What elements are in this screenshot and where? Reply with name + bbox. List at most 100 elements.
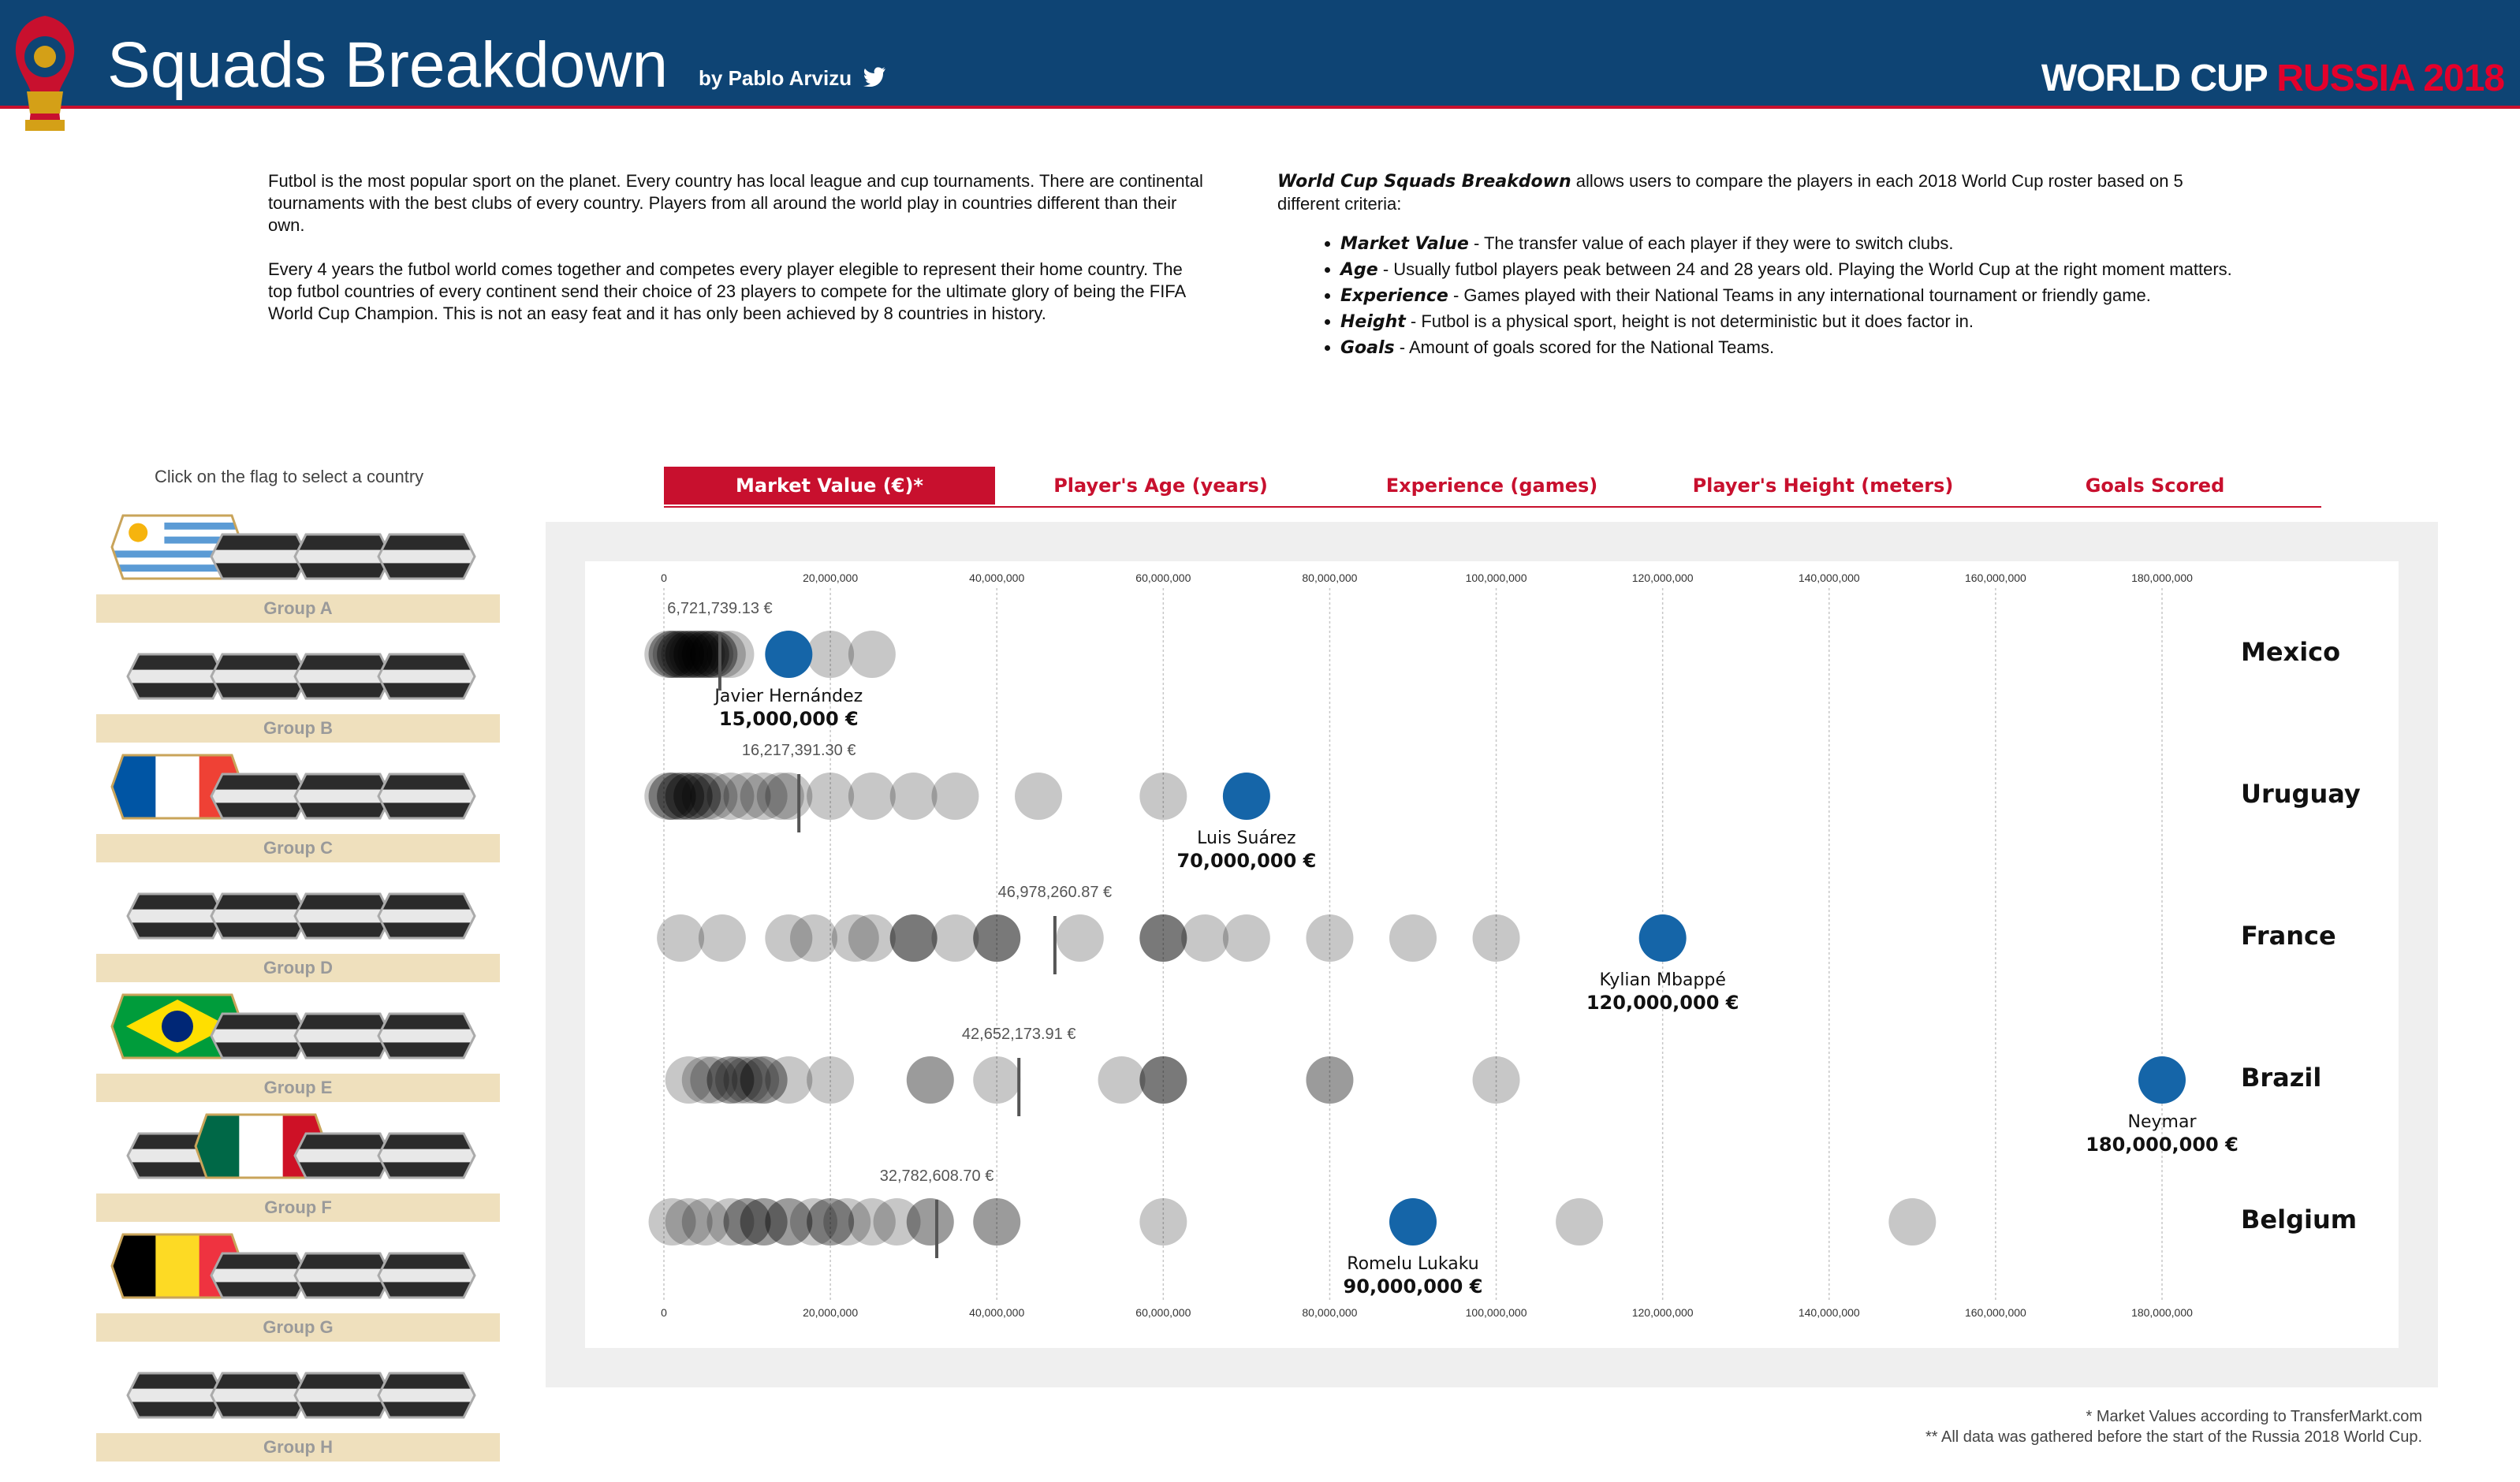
player-dot[interactable]: [931, 773, 979, 820]
player-dot[interactable]: [690, 631, 738, 678]
group-label[interactable]: Group H: [96, 1433, 500, 1462]
player-dot[interactable]: [686, 631, 734, 678]
player-dot[interactable]: [889, 914, 938, 962]
player-dot[interactable]: [889, 914, 938, 962]
player-dot[interactable]: [973, 1056, 1021, 1104]
switzerland-flag[interactable]: [210, 1012, 309, 1059]
group-label[interactable]: Group F: [96, 1193, 500, 1222]
panama-flag[interactable]: [377, 1252, 476, 1299]
player-dot[interactable]: [1139, 1056, 1187, 1104]
player-dot[interactable]: [1472, 1056, 1520, 1104]
player-dot[interactable]: [648, 631, 696, 678]
peru-flag[interactable]: [293, 773, 393, 820]
player-dot[interactable]: [681, 1198, 729, 1246]
player-dot[interactable]: [644, 773, 692, 820]
tab-market-value[interactable]: Market Value (€)*: [664, 467, 995, 505]
player-dot[interactable]: [644, 631, 692, 678]
tab-players-height[interactable]: Player's Height (meters): [1692, 475, 1954, 497]
player-dot[interactable]: [723, 1056, 771, 1104]
player-dot[interactable]: [906, 1198, 954, 1246]
player-dot[interactable]: [740, 1198, 788, 1246]
player-dot[interactable]: [848, 914, 896, 962]
player-dot[interactable]: [973, 914, 1021, 962]
player-dot[interactable]: [807, 631, 855, 678]
player-dot[interactable]: [681, 773, 729, 820]
player-dot[interactable]: [906, 1056, 954, 1104]
group-label[interactable]: Group E: [96, 1074, 500, 1102]
player-dot[interactable]: [665, 1056, 713, 1104]
portugal-flag[interactable]: [210, 653, 309, 700]
colombia-flag[interactable]: [377, 1372, 476, 1419]
player-dot[interactable]: [665, 773, 713, 820]
player-dot[interactable]: [706, 1198, 755, 1246]
player-dot[interactable]: [973, 1198, 1021, 1246]
denmark-flag[interactable]: [210, 773, 309, 820]
star-player-dot[interactable]: [1389, 1198, 1437, 1246]
player-dot[interactable]: [790, 914, 837, 962]
player-dot[interactable]: [756, 773, 804, 820]
group-label[interactable]: Group D: [96, 954, 500, 982]
player-dot[interactable]: [906, 1198, 954, 1246]
player-dot[interactable]: [657, 631, 705, 678]
player-dot[interactable]: [1222, 914, 1270, 962]
group-label[interactable]: Group A: [96, 594, 500, 623]
player-dot[interactable]: [1472, 914, 1520, 962]
player-dot[interactable]: [765, 1056, 813, 1104]
nigeria-flag[interactable]: [293, 892, 393, 940]
player-dot[interactable]: [1015, 773, 1062, 820]
player-dot[interactable]: [698, 631, 746, 678]
player-dot[interactable]: [873, 1198, 921, 1246]
tab-experience[interactable]: Experience (games): [1385, 475, 1598, 497]
player-dot[interactable]: [1139, 1056, 1187, 1104]
south-korea-flag[interactable]: [293, 1132, 393, 1179]
player-dot[interactable]: [673, 773, 721, 820]
player-dot[interactable]: [740, 1198, 788, 1246]
player-dot[interactable]: [648, 1198, 696, 1246]
player-dot[interactable]: [765, 1198, 813, 1246]
group-label[interactable]: Group C: [96, 834, 500, 862]
player-dot[interactable]: [906, 1056, 954, 1104]
star-player-dot[interactable]: [1222, 773, 1270, 820]
tab-players-age[interactable]: Player's Age (years): [1053, 475, 1268, 497]
player-dot[interactable]: [889, 773, 938, 820]
player-dot[interactable]: [1098, 1056, 1146, 1104]
player-dot[interactable]: [661, 631, 709, 678]
iceland-flag[interactable]: [377, 892, 476, 940]
player-dot[interactable]: [831, 914, 879, 962]
iran-flag[interactable]: [293, 653, 393, 700]
player-dot[interactable]: [740, 1056, 788, 1104]
player-dot[interactable]: [732, 1056, 780, 1104]
player-dot[interactable]: [1139, 914, 1187, 962]
player-dot[interactable]: [765, 1198, 813, 1246]
saudi-arabia-flag[interactable]: [293, 533, 393, 580]
player-dot[interactable]: [1056, 914, 1104, 962]
costa-rica-flag[interactable]: [377, 1012, 476, 1059]
player-dot[interactable]: [1306, 914, 1354, 962]
player-dot[interactable]: [681, 1056, 729, 1104]
player-dot[interactable]: [673, 631, 721, 678]
player-dot[interactable]: [665, 631, 713, 678]
poland-flag[interactable]: [126, 1372, 226, 1419]
player-dot[interactable]: [665, 773, 713, 820]
player-dot[interactable]: [657, 631, 705, 678]
player-dot[interactable]: [648, 773, 696, 820]
argentina-flag[interactable]: [210, 892, 309, 940]
player-dot[interactable]: [1181, 914, 1229, 962]
star-player-dot[interactable]: [2138, 1056, 2186, 1104]
germany-flag[interactable]: [377, 1132, 476, 1179]
tab-goals-scored[interactable]: Goals Scored: [2085, 475, 2225, 497]
player-dot[interactable]: [706, 773, 755, 820]
england-flag[interactable]: [210, 1252, 309, 1299]
player-dot[interactable]: [706, 1056, 755, 1104]
player-dot[interactable]: [889, 914, 938, 962]
player-dot[interactable]: [807, 1198, 855, 1246]
egypt-flag[interactable]: [377, 533, 476, 580]
star-player-dot[interactable]: [1638, 914, 1687, 962]
player-dot[interactable]: [690, 1056, 738, 1104]
player-dot[interactable]: [665, 1198, 713, 1246]
player-dot[interactable]: [823, 1198, 871, 1246]
player-dot[interactable]: [848, 773, 896, 820]
player-dot[interactable]: [657, 914, 705, 962]
croatia-flag[interactable]: [126, 892, 226, 940]
player-dot[interactable]: [931, 914, 979, 962]
